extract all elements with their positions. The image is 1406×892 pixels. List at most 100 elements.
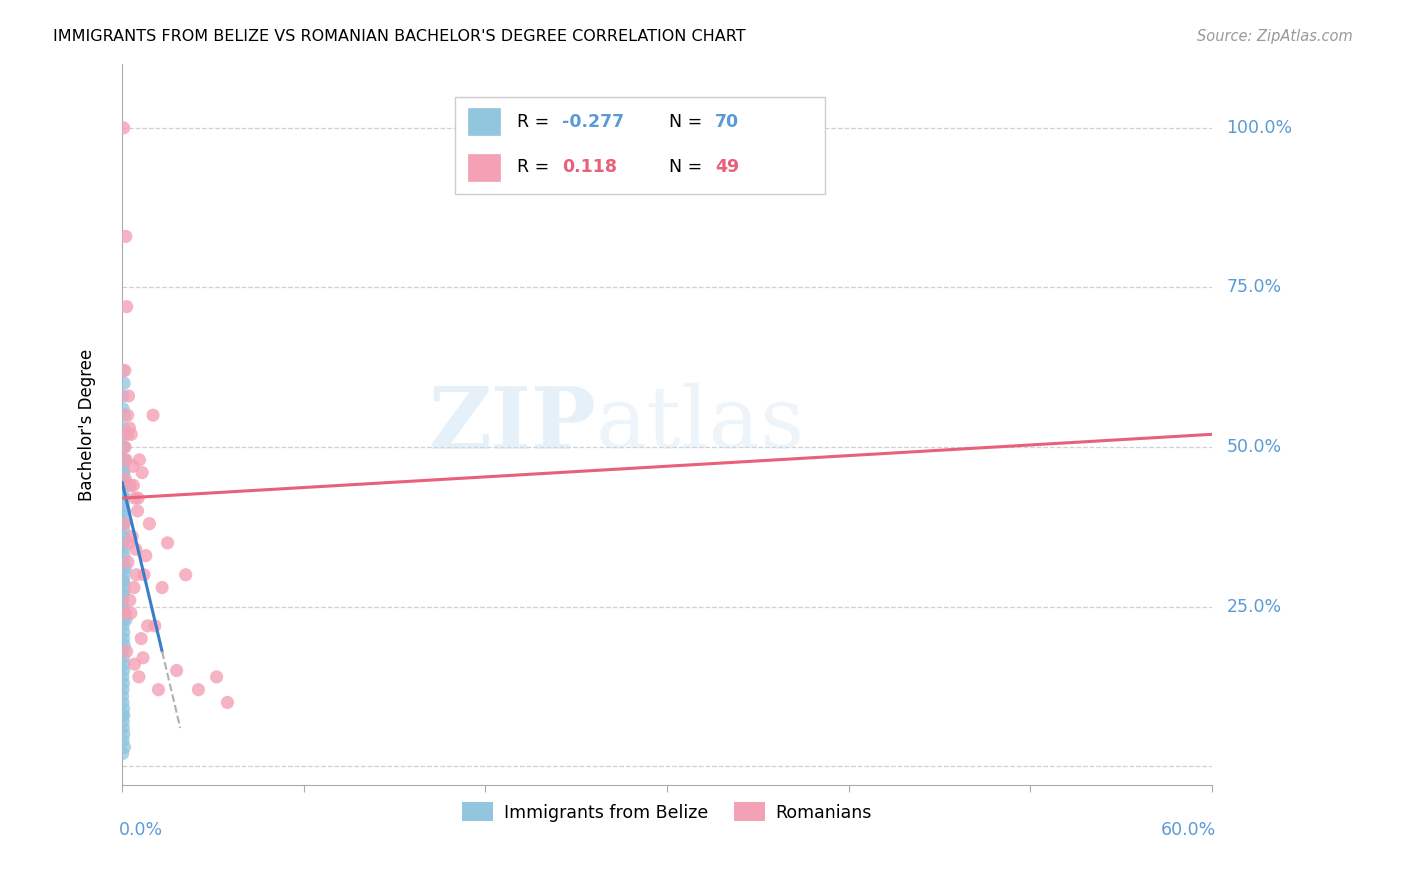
Text: IMMIGRANTS FROM BELIZE VS ROMANIAN BACHELOR'S DEGREE CORRELATION CHART: IMMIGRANTS FROM BELIZE VS ROMANIAN BACHE…: [53, 29, 747, 44]
Text: 0.118: 0.118: [562, 158, 617, 177]
Point: [112, 644, 135, 658]
Point: [111, 504, 134, 518]
Point: [112, 587, 135, 601]
Point: [112, 555, 135, 569]
Point: [143, 619, 166, 633]
Point: [127, 491, 149, 505]
Point: [156, 536, 179, 550]
Point: [112, 606, 135, 620]
Point: [112, 632, 135, 646]
Point: [114, 363, 136, 377]
Point: [112, 650, 135, 665]
Text: N =: N =: [669, 158, 709, 177]
Point: [112, 523, 135, 537]
Point: [111, 599, 134, 614]
Point: [120, 478, 142, 492]
Text: 25.0%: 25.0%: [1226, 598, 1282, 615]
Point: [112, 453, 135, 467]
Point: [122, 581, 145, 595]
Point: [129, 632, 152, 646]
Point: [112, 619, 135, 633]
Text: R =: R =: [516, 112, 554, 131]
Point: [132, 567, 155, 582]
Point: [111, 363, 134, 377]
Text: N =: N =: [669, 112, 709, 131]
Point: [112, 408, 135, 422]
Point: [111, 708, 134, 723]
Point: [120, 427, 142, 442]
Point: [125, 542, 148, 557]
Point: [112, 466, 135, 480]
Point: [112, 612, 135, 626]
Point: [118, 536, 141, 550]
Point: [112, 478, 135, 492]
Point: [114, 453, 136, 467]
Point: [111, 472, 134, 486]
Point: [112, 695, 135, 709]
Text: -0.277: -0.277: [562, 112, 624, 131]
Point: [166, 664, 188, 678]
Point: [112, 516, 135, 531]
Point: [117, 389, 139, 403]
Point: [138, 516, 160, 531]
Text: Source: ZipAtlas.com: Source: ZipAtlas.com: [1197, 29, 1353, 44]
Point: [112, 727, 135, 741]
Point: [122, 459, 145, 474]
Point: [148, 682, 170, 697]
Point: [112, 120, 135, 135]
Point: [112, 542, 135, 557]
Point: [114, 740, 136, 755]
Point: [112, 466, 135, 480]
Point: [135, 549, 157, 563]
Point: [112, 484, 135, 499]
Point: [131, 466, 153, 480]
Point: [114, 229, 136, 244]
Point: [112, 440, 135, 454]
Point: [112, 421, 135, 435]
Point: [112, 721, 135, 735]
Point: [112, 625, 135, 640]
Point: [112, 529, 135, 543]
Bar: [468, 108, 501, 136]
Text: R =: R =: [516, 158, 554, 177]
Point: [115, 612, 138, 626]
Point: [112, 536, 135, 550]
Point: [112, 516, 135, 531]
Text: Bachelor's Degree: Bachelor's Degree: [79, 349, 96, 501]
Point: [118, 593, 141, 607]
Point: [112, 574, 135, 589]
Point: [127, 504, 149, 518]
Text: 100.0%: 100.0%: [1226, 119, 1292, 136]
Point: [112, 574, 135, 589]
Point: [112, 561, 135, 575]
Point: [112, 567, 135, 582]
Point: [150, 581, 173, 595]
Point: [112, 376, 135, 391]
Point: [112, 638, 135, 652]
Point: [142, 408, 165, 422]
Text: 75.0%: 75.0%: [1226, 278, 1282, 296]
Point: [132, 650, 155, 665]
Point: [128, 670, 150, 684]
Point: [112, 714, 135, 729]
Point: [112, 510, 135, 524]
Point: [115, 453, 138, 467]
Point: [112, 491, 135, 505]
Point: [112, 587, 135, 601]
Point: [114, 440, 136, 454]
Point: [217, 695, 239, 709]
Point: [112, 401, 135, 416]
Point: [112, 491, 135, 505]
Point: [205, 670, 228, 684]
FancyBboxPatch shape: [454, 96, 825, 194]
Text: atlas: atlas: [596, 384, 806, 467]
Point: [117, 408, 139, 422]
Point: [118, 421, 141, 435]
Point: [124, 491, 146, 505]
Point: [136, 619, 159, 633]
Text: 0.0%: 0.0%: [118, 821, 163, 838]
Text: 50.0%: 50.0%: [1226, 438, 1282, 456]
Point: [112, 581, 135, 595]
Point: [112, 676, 135, 690]
Point: [114, 606, 136, 620]
